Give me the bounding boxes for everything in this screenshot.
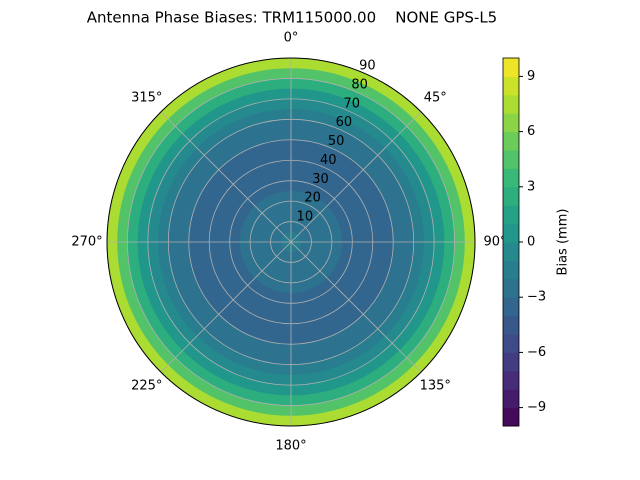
chart-title: Antenna Phase Biases: TRM115000.00 NONE … bbox=[87, 9, 497, 27]
r-tick-label: 50 bbox=[328, 134, 345, 149]
colorbar-band bbox=[503, 407, 519, 427]
r-tick-label: 60 bbox=[336, 115, 353, 130]
colorbar-band bbox=[503, 389, 519, 409]
colorbar-tick-label: 9 bbox=[527, 69, 535, 84]
colorbar-band bbox=[503, 113, 519, 133]
colorbar-tick-label: 3 bbox=[527, 179, 535, 194]
theta-tick-label: 315° bbox=[131, 90, 162, 105]
colorbar-band bbox=[503, 205, 519, 225]
theta-tick-label: 90° bbox=[483, 235, 506, 250]
polar-frame bbox=[106, 57, 476, 427]
colorbar-band bbox=[503, 223, 519, 243]
colorbar-tick-label: −9 bbox=[527, 400, 546, 415]
colorbar-band bbox=[503, 370, 519, 390]
r-tick-label: 30 bbox=[312, 172, 329, 187]
theta-tick-label: 180° bbox=[275, 439, 306, 454]
colorbar-band bbox=[503, 260, 519, 280]
colorbar-band bbox=[503, 58, 519, 77]
grid-spoke bbox=[160, 241, 292, 373]
colorbar-tick-label: −3 bbox=[527, 290, 546, 305]
colorbar-tick-label: −6 bbox=[527, 345, 546, 360]
colorbar-band bbox=[503, 131, 519, 151]
r-tick-label: 40 bbox=[320, 153, 337, 168]
colorbar-band bbox=[503, 334, 519, 353]
colorbar-label: Bias (mm) bbox=[556, 209, 571, 276]
grid-spoke bbox=[290, 111, 422, 243]
r-tick-label: 90 bbox=[359, 59, 376, 74]
r-tick-label: 80 bbox=[351, 77, 368, 92]
colorbar-band bbox=[503, 278, 519, 298]
colorbar-tick-label: 0 bbox=[527, 235, 535, 250]
colorbar-band bbox=[503, 168, 519, 188]
r-tick-label: 70 bbox=[343, 96, 360, 111]
theta-tick-label: 225° bbox=[131, 379, 162, 394]
theta-tick-label: 270° bbox=[71, 235, 102, 250]
colorbar-band bbox=[503, 315, 519, 335]
theta-tick-label: 45° bbox=[424, 90, 447, 105]
colorbar-band bbox=[503, 186, 519, 206]
colorbar-band bbox=[503, 352, 519, 372]
grid-spoke bbox=[290, 241, 422, 373]
theta-tick-label: 0° bbox=[284, 31, 299, 46]
theta-tick-label: 135° bbox=[420, 379, 451, 394]
colorbar-tick-label: 6 bbox=[527, 124, 535, 139]
colorbar-band bbox=[503, 76, 519, 96]
grid-spoke bbox=[160, 111, 292, 243]
colorbar-band bbox=[503, 297, 519, 317]
colorbar-band bbox=[503, 150, 519, 169]
r-tick-label: 10 bbox=[297, 210, 314, 225]
colorbar-band bbox=[503, 94, 519, 114]
colorbar-band bbox=[503, 242, 519, 261]
r-tick-label: 20 bbox=[304, 191, 321, 206]
